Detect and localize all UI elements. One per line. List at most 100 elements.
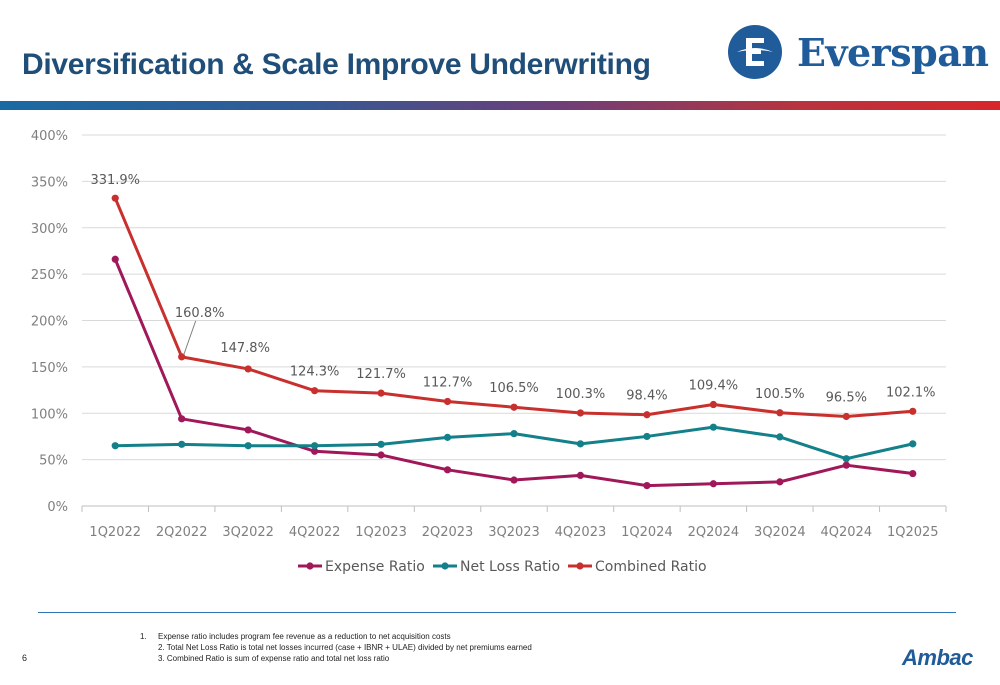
leader-line	[183, 320, 197, 356]
everspan-logo: Everspan	[727, 24, 989, 84]
x-tick-label: 2Q2024	[688, 525, 740, 540]
y-tick-label: 50%	[39, 454, 68, 469]
data-point	[178, 440, 186, 448]
data-point	[776, 478, 784, 486]
x-tick-label: 1Q2023	[355, 525, 407, 540]
x-tick-label: 4Q2024	[821, 525, 873, 540]
data-point	[576, 471, 585, 479]
data-point	[377, 440, 385, 448]
data-point	[178, 415, 186, 423]
data-point	[776, 433, 784, 441]
data-label: 100.3%	[556, 387, 606, 402]
data-point	[909, 440, 917, 448]
data-point	[842, 455, 850, 463]
data-point	[842, 461, 850, 469]
data-point	[443, 397, 452, 406]
x-tick-label: 3Q2022	[222, 525, 274, 540]
data-point	[576, 440, 585, 448]
legend-label: Net Loss Ratio	[460, 559, 560, 575]
y-tick-label: 250%	[31, 268, 68, 283]
data-point	[709, 423, 717, 431]
y-axis-ticks: 0% 50% 100% 150% 200% 250% 300% 350% 400%	[31, 129, 68, 515]
legend-marker	[441, 562, 449, 570]
y-tick-label: 0%	[47, 500, 68, 515]
x-tick-label: 2Q2023	[422, 525, 474, 540]
y-tick-label: 100%	[31, 407, 68, 422]
data-point	[443, 466, 452, 474]
data-point	[311, 442, 319, 450]
data-point	[111, 255, 119, 263]
data-label: 121.7%	[356, 367, 406, 382]
x-tick-label: 1Q2024	[621, 525, 673, 540]
data-label: 102.1%	[886, 385, 936, 400]
brand-name: Everspan	[797, 30, 989, 75]
data-point	[244, 426, 252, 434]
data-point	[311, 447, 319, 455]
ambac-logo: Ambac	[902, 645, 973, 670]
data-label: 160.8%	[175, 306, 225, 321]
footnote-2: 2. Total Net Loss Ratio is total net los…	[158, 643, 532, 652]
data-label: 331.9%	[90, 173, 140, 188]
data-point	[709, 480, 717, 488]
y-tick-label: 400%	[31, 129, 68, 144]
x-tick-label: 4Q2023	[555, 525, 607, 540]
footnote-3: 3. Combined Ratio is sum of expense rati…	[158, 654, 390, 663]
data-point	[111, 442, 119, 450]
data-point	[510, 430, 518, 438]
chart-legend: Expense Ratio Net Loss Ratio Combined Rati…	[298, 559, 707, 575]
legend-marker	[576, 562, 584, 570]
data-labels: 331.9% 160.8% 147.8% 124.3% 121.7% 112.7% 106.…	[90, 173, 935, 405]
x-tick-label: 2Q2022	[156, 525, 208, 540]
data-point	[244, 442, 252, 450]
series-lines	[111, 194, 917, 490]
data-point	[576, 409, 585, 417]
x-tick-label: 1Q2025	[887, 525, 939, 540]
data-label: 98.4%	[626, 389, 667, 404]
y-tick-label: 150%	[31, 361, 68, 376]
data-point	[244, 365, 252, 373]
data-point	[909, 407, 917, 415]
legend-label: Combined Ratio	[595, 559, 707, 575]
data-label: 147.8%	[220, 341, 270, 356]
data-label: 112.7%	[423, 375, 473, 390]
data-point	[377, 389, 385, 397]
everspan-emblem-icon	[728, 25, 782, 79]
header-gradient-bar	[0, 101, 1000, 110]
data-label: 106.5%	[489, 381, 539, 396]
x-axis-ticks: 1Q2022 2Q2022 3Q2022 4Q2022 1Q2023 2Q2023 3Q20…	[81, 506, 947, 540]
y-tick-label: 350%	[31, 175, 68, 190]
page-number: 6	[22, 653, 28, 663]
data-point	[842, 412, 850, 421]
page-title: Diversification & Scale Improve Underwri…	[22, 48, 651, 81]
x-tick-label: 3Q2024	[754, 525, 806, 540]
data-point	[709, 400, 717, 409]
data-label: 124.3%	[290, 365, 340, 380]
x-tick-label: 4Q2022	[289, 525, 341, 540]
footnotes: 1. Expense ratio includes program fee rev…	[140, 631, 532, 664]
data-point	[510, 403, 518, 411]
data-label: 100.5%	[755, 387, 805, 402]
x-tick-label: 3Q2023	[488, 525, 540, 540]
data-point	[443, 433, 452, 441]
y-tick-label: 200%	[31, 315, 68, 330]
data-point	[643, 481, 651, 490]
data-point	[178, 353, 186, 361]
data-point	[776, 409, 784, 417]
legend-label: Expense Ratio	[325, 559, 425, 575]
series-line-expense-ratio	[113, 258, 913, 488]
x-tick-label: 1Q2022	[89, 525, 141, 540]
data-point	[377, 451, 385, 459]
data-point	[909, 469, 917, 478]
footer-divider	[38, 612, 956, 613]
legend-marker	[306, 562, 314, 570]
data-point	[311, 387, 319, 395]
data-point	[643, 432, 651, 441]
data-label: 96.5%	[826, 390, 867, 405]
y-tick-label: 300%	[31, 222, 68, 237]
footnote-1: 1. Expense ratio includes program fee rev…	[140, 632, 451, 641]
data-point	[111, 194, 119, 202]
data-point	[643, 411, 651, 419]
data-label: 109.4%	[689, 379, 739, 394]
data-point	[510, 476, 518, 484]
ratio-line-chart: 0% 50% 100% 150% 200% 250% 300% 350% 400% 1Q2022…	[31, 129, 947, 575]
